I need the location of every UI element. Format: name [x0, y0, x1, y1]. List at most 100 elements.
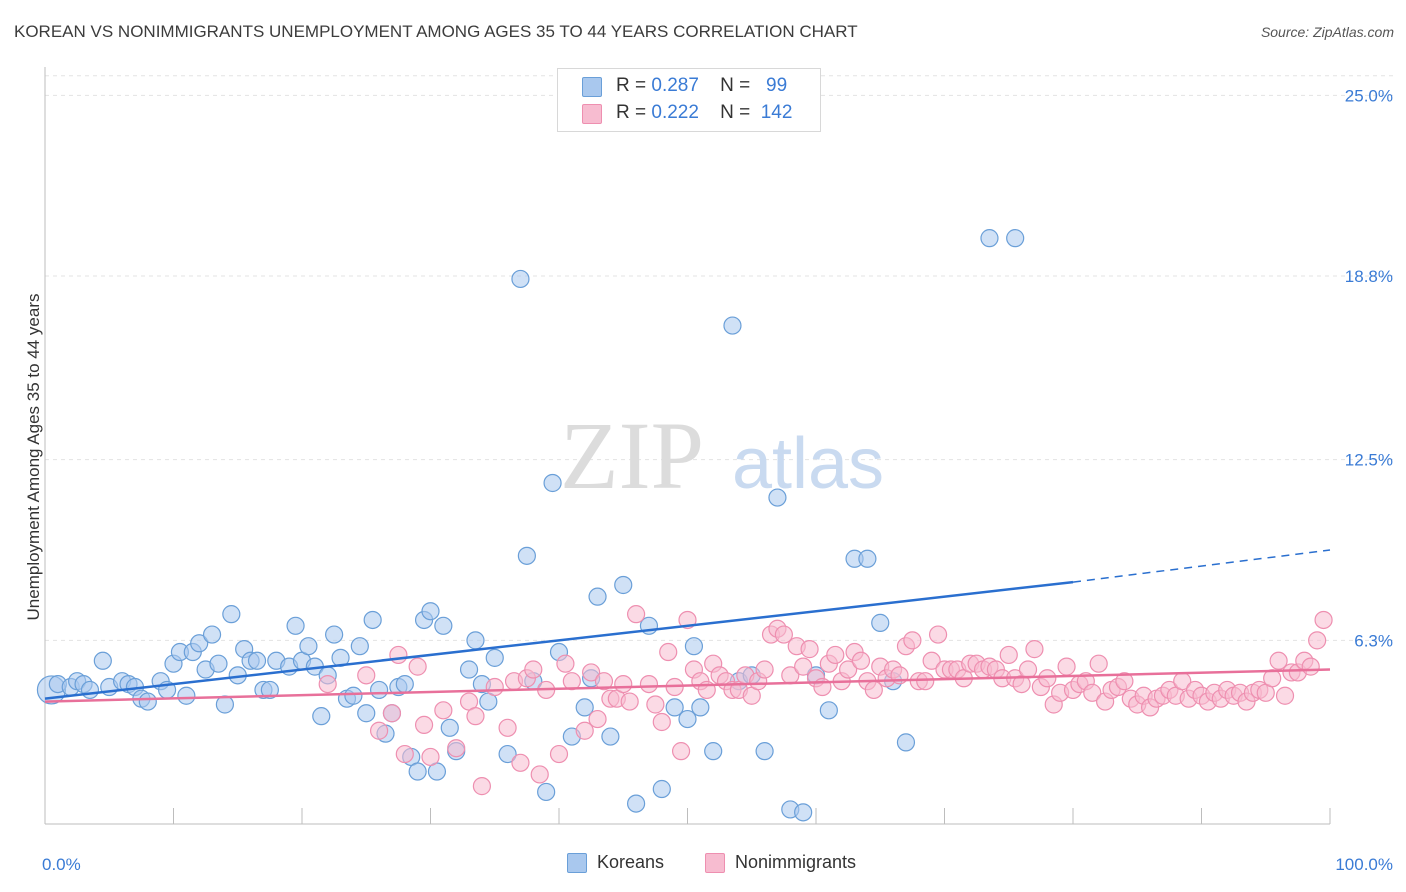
- point-nonimmigrant: [414, 715, 434, 734]
- point-nonimmigrant: [1089, 654, 1108, 673]
- koreans-n-value: 99: [766, 75, 788, 96]
- point-nonimmigrant: [1018, 660, 1038, 679]
- point-korean: [363, 610, 382, 630]
- point-korean: [498, 744, 517, 764]
- point-nonimmigrant: [839, 660, 858, 679]
- point-nonimmigrant: [389, 645, 408, 665]
- point-korean: [350, 637, 369, 656]
- point-korean: [819, 701, 838, 720]
- point-korean: [247, 651, 267, 670]
- point-nonimmigrant: [1057, 657, 1076, 676]
- nonimmigrants-n-value: 142: [760, 102, 793, 123]
- point-nonimmigrant: [556, 654, 575, 673]
- point-korean: [215, 695, 234, 714]
- point-nonimmigrant: [1025, 640, 1044, 659]
- point-nonimmigrant: [511, 753, 530, 772]
- point-korean: [408, 762, 427, 781]
- trend-line-koreans: [44, 580, 1074, 700]
- point-nonimmigrant: [582, 663, 601, 682]
- nonimmigrants-r-value: 0.222: [651, 102, 699, 123]
- point-korean: [755, 742, 774, 761]
- koreans-r-value: 0.287: [651, 75, 699, 96]
- point-korean: [626, 794, 646, 813]
- point-korean: [80, 680, 100, 700]
- koreans-r-label: R =: [616, 75, 647, 96]
- point-korean: [440, 718, 459, 737]
- point-nonimmigrant: [851, 651, 871, 670]
- point-nonimmigrant: [466, 707, 485, 726]
- x-tick-label: 0.0%: [42, 855, 81, 874]
- series-nonimmigrants: [318, 605, 1333, 796]
- point-nonimmigrant: [524, 660, 543, 679]
- point-korean: [794, 803, 813, 822]
- point-korean: [344, 686, 363, 705]
- point-nonimmigrant: [472, 777, 491, 796]
- point-korean: [858, 549, 877, 568]
- point-korean: [896, 733, 916, 752]
- point-nonimmigrant: [382, 704, 402, 723]
- trend-line-nonimmigrants: [44, 668, 1331, 703]
- point-korean: [93, 651, 112, 670]
- nonimmigrants-n-label: N =: [720, 102, 751, 123]
- point-nonimmigrant: [1038, 669, 1057, 688]
- correlation-legend: R = 0.287 N = 99 R = 0.222 N = 142: [557, 68, 821, 132]
- point-korean: [434, 616, 453, 635]
- point-korean: [286, 616, 305, 635]
- series-koreans: [36, 229, 1025, 822]
- point-korean: [395, 674, 414, 694]
- point-nonimmigrant: [614, 674, 633, 694]
- koreans-legend-swatch: [567, 852, 587, 873]
- point-korean: [222, 605, 241, 624]
- point-nonimmigrant: [447, 739, 466, 758]
- point-nonimmigrant: [357, 666, 376, 685]
- point-nonimmigrant: [395, 744, 414, 764]
- point-korean: [138, 692, 157, 711]
- point-nonimmigrant: [594, 672, 614, 691]
- nonimmigrants-legend-swatch: [705, 852, 725, 873]
- point-korean: [421, 602, 440, 621]
- point-nonimmigrant: [626, 605, 646, 624]
- point-korean: [601, 727, 620, 746]
- point-nonimmigrant: [928, 625, 948, 644]
- trend-line-koreans-extension: [1072, 549, 1331, 583]
- point-korean: [325, 625, 344, 644]
- point-nonimmigrant: [999, 645, 1018, 665]
- y-tick-labels: 6.3% 12.5% 18.8% 25.0%: [1345, 86, 1393, 650]
- x-tick-labels: 0.0% 100.0%: [42, 855, 1393, 874]
- point-nonimmigrant: [659, 642, 678, 662]
- point-korean: [370, 680, 389, 700]
- point-nonimmigrant: [774, 625, 793, 644]
- nonimmigrants-legend-label: Nonimmigrants: [735, 852, 857, 872]
- point-nonimmigrant: [755, 660, 774, 679]
- point-korean: [684, 637, 704, 656]
- point-nonimmigrant: [903, 631, 922, 650]
- point-korean: [678, 709, 697, 729]
- point-nonimmigrant: [620, 692, 639, 711]
- point-korean: [704, 742, 723, 761]
- point-korean: [537, 782, 556, 802]
- koreans-n-label: N =: [720, 75, 751, 96]
- point-korean: [575, 698, 594, 717]
- trend-lines: [44, 549, 1331, 703]
- point-nonimmigrant: [652, 712, 671, 732]
- point-korean: [202, 625, 222, 644]
- point-korean: [260, 680, 279, 700]
- nonimmigrants-r-label: R =: [616, 102, 647, 123]
- point-korean: [357, 704, 376, 723]
- point-nonimmigrant: [1269, 651, 1288, 670]
- point-nonimmigrant: [485, 677, 504, 697]
- point-nonimmigrant: [1301, 657, 1320, 676]
- point-korean: [177, 686, 196, 705]
- point-korean: [723, 316, 742, 335]
- point-korean: [652, 779, 671, 799]
- point-korean: [517, 546, 536, 565]
- point-korean: [614, 575, 633, 595]
- point-nonimmigrant: [826, 645, 845, 665]
- point-nonimmigrant: [794, 657, 813, 676]
- point-nonimmigrant: [530, 765, 549, 784]
- point-korean: [312, 707, 331, 726]
- point-nonimmigrant: [800, 640, 819, 659]
- point-korean: [588, 587, 607, 606]
- point-korean: [209, 654, 228, 673]
